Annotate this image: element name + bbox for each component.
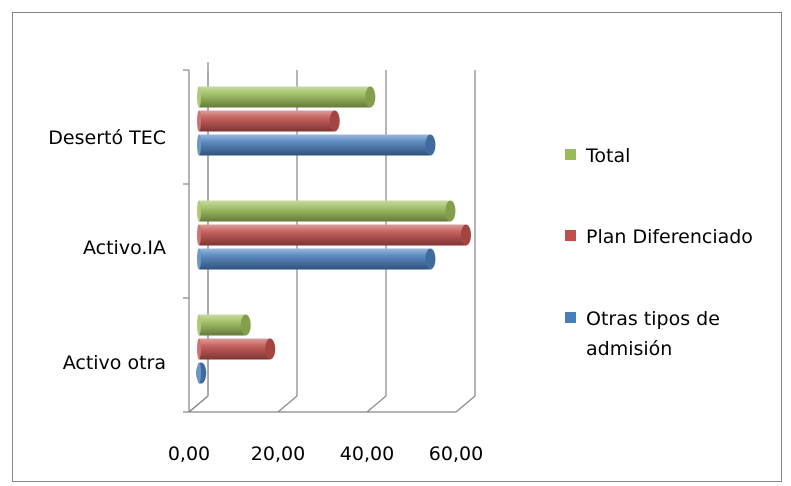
axes (183, 69, 456, 413)
legend-label: Total (585, 145, 630, 167)
category-label: Desertó TEC (48, 127, 166, 149)
floor-gridline (366, 395, 387, 413)
legend: Total Plan Diferenciado Otras tipos de admi… (565, 145, 753, 360)
bar-otras-tipos-de-admision-activo-ia (197, 248, 436, 270)
bar-total-activo-otra (197, 314, 251, 336)
bar-plan-diferenciado-deserto-tec (197, 110, 340, 132)
floor-gridline (455, 395, 476, 413)
legend-label: admisión (586, 338, 672, 360)
floor-edge (188, 395, 209, 413)
legend-label: Otras tipos de (586, 308, 720, 330)
legend-swatch (565, 312, 576, 323)
x-tick-label: 20,00 (251, 443, 305, 465)
category-label: Activo otra (63, 352, 166, 374)
legend-swatch (565, 149, 576, 160)
category-labels: Activo otra Activo.IA Desertó TEC (48, 127, 166, 374)
bar-otras-tipos-de-admision-deserto-tec (197, 134, 436, 156)
bar-otras-tipos-de-admision-activo-otra (196, 362, 207, 384)
floor-gridline (277, 395, 298, 413)
legend-item-otras-tipos-de-admision: Otras tipos de admisión (565, 308, 720, 360)
x-tick-label: 40,00 (340, 443, 394, 465)
x-tick-labels: 0,00 20,00 40,00 60,00 (168, 443, 483, 465)
bar-plan-diferenciado-activo-ia (197, 224, 471, 246)
x-tick-label: 60,00 (429, 443, 483, 465)
legend-label: Plan Diferenciado (586, 226, 753, 248)
chart-frame (12, 12, 782, 482)
category-label: Activo.IA (83, 237, 166, 259)
bar-total-deserto-tec (197, 86, 376, 108)
legend-item-plan-diferenciado: Plan Diferenciado (565, 226, 753, 248)
legend-swatch (565, 230, 576, 241)
legend-item-total: Total (565, 145, 630, 167)
bar-plan-diferenciado-activo-otra (197, 338, 276, 360)
bar-total-activo-ia (197, 200, 456, 222)
x-tick-label: 0,00 (168, 443, 210, 465)
bars (196, 86, 471, 384)
